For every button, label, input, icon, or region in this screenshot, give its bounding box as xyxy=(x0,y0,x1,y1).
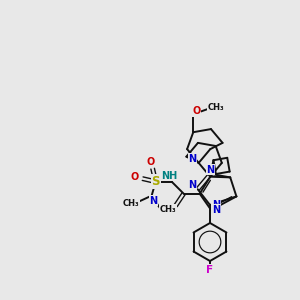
Text: S: S xyxy=(152,175,160,188)
Text: CH₃: CH₃ xyxy=(159,205,176,214)
Text: N: N xyxy=(212,200,220,210)
Text: N: N xyxy=(189,180,197,190)
Text: O: O xyxy=(192,106,200,116)
Text: N: N xyxy=(206,165,214,175)
Text: F: F xyxy=(206,265,214,275)
Text: O: O xyxy=(146,157,155,167)
Text: CH₃: CH₃ xyxy=(208,103,225,112)
Text: NH: NH xyxy=(161,171,178,181)
Text: N: N xyxy=(189,154,197,164)
Text: CH₃: CH₃ xyxy=(122,199,139,208)
Text: O: O xyxy=(167,207,176,217)
Text: O: O xyxy=(130,172,139,182)
Text: N: N xyxy=(212,205,220,215)
Text: N: N xyxy=(189,154,197,164)
Text: N: N xyxy=(150,196,158,206)
